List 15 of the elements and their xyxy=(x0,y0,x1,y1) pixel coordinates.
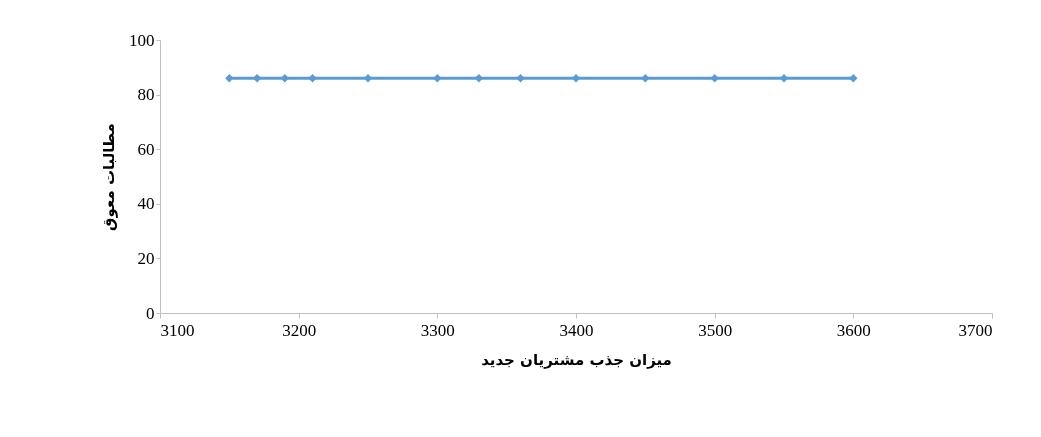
y-tick-label: 60 xyxy=(137,139,155,159)
y-tick-label: 40 xyxy=(137,194,155,214)
y-tick-label: 80 xyxy=(137,85,155,105)
x-tick-label: 3100 xyxy=(160,320,195,340)
x-axis-title: میزان جذب مشتریان جدید xyxy=(481,350,672,369)
x-tick-label: 3500 xyxy=(698,320,733,340)
y-tick-label: 100 xyxy=(129,30,155,50)
y-tick-label: 20 xyxy=(137,248,155,268)
x-tick-label: 3300 xyxy=(420,320,455,340)
y-axis-title: مطالبات معوق xyxy=(100,123,118,231)
x-tick-label: 3700 xyxy=(958,320,993,340)
x-tick-label: 3600 xyxy=(836,320,871,340)
y-tick-label: 0 xyxy=(146,303,155,323)
x-tick-label: 3200 xyxy=(282,320,317,340)
x-tick-label: 3400 xyxy=(559,320,594,340)
